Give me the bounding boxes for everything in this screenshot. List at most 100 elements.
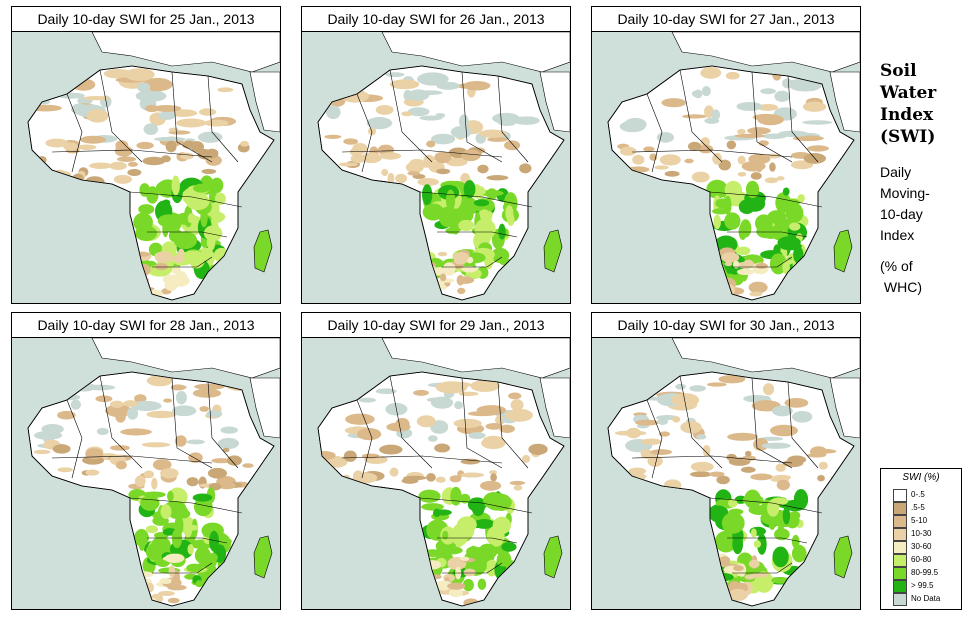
legend-label: 30-60 (911, 542, 932, 551)
swi-field (318, 372, 548, 606)
country-border (356, 93, 373, 173)
country-border (147, 231, 228, 238)
legend-swatch (893, 502, 907, 515)
coastline (607, 65, 855, 301)
legend-title: SWI (%) (902, 472, 940, 483)
country-border (419, 497, 533, 514)
country-border (787, 381, 819, 469)
title-line: (SWI) (880, 127, 936, 147)
country-border (147, 537, 228, 544)
swi-map (11, 31, 281, 304)
country-border (437, 231, 518, 238)
country-border (679, 69, 723, 163)
country-border (99, 69, 143, 163)
country-border (51, 149, 213, 158)
desc-line: 10-day (880, 206, 923, 222)
country-border (732, 256, 793, 268)
legend-label: 0-.5 (911, 490, 925, 499)
index-description: Soil Water Index (SWI) Daily Moving- 10-… (880, 60, 960, 298)
legend-swatch (893, 580, 907, 593)
legend-item: 30-60 (893, 541, 957, 554)
country-border (51, 455, 213, 464)
map-panel: Daily 10-day SWI for 29 Jan., 2013 (301, 312, 571, 610)
legend-item: No Data (893, 593, 957, 606)
neighbor-landmass (671, 338, 860, 379)
legend-swatch (893, 593, 907, 606)
country-border (171, 377, 213, 469)
swi-map (591, 31, 861, 304)
unit-line: WHC) (880, 279, 922, 295)
legend-label: > 99.5 (911, 581, 934, 590)
index-subtitle: Daily Moving- 10-day Index (880, 162, 960, 246)
map-panel: Daily 10-day SWI for 25 Jan., 2013 (11, 6, 281, 304)
swi-map (301, 337, 571, 610)
country-border (709, 191, 823, 208)
map-panel: Daily 10-day SWI for 30 Jan., 2013 (591, 312, 861, 610)
legend-item: 0-.5 (893, 489, 957, 502)
country-border (646, 399, 663, 479)
country-border (751, 71, 793, 163)
legend-item: > 99.5 (893, 580, 957, 593)
country-border (751, 377, 793, 469)
unit-line: (% of (880, 258, 913, 274)
legend-swatch (893, 489, 907, 502)
neighbor-landmass (539, 71, 570, 133)
madagascar (543, 535, 563, 579)
map-panel: Daily 10-day SWI for 26 Jan., 2013 (301, 6, 571, 304)
swi-map (301, 31, 571, 304)
title-line: Index (880, 105, 934, 125)
panel-title: Daily 10-day SWI for 29 Jan., 2013 (301, 312, 571, 338)
country-border (66, 399, 83, 479)
country-border (787, 75, 819, 163)
madagascar (543, 229, 563, 273)
panel-title: Daily 10-day SWI for 28 Jan., 2013 (11, 312, 281, 338)
madagascar (253, 229, 273, 273)
legend-label: 5-10 (911, 516, 928, 525)
country-border (442, 562, 503, 574)
swi-map (591, 337, 861, 610)
country-border (207, 381, 239, 469)
country-border (497, 75, 529, 163)
legend-swatch (893, 567, 907, 580)
country-border (727, 537, 808, 544)
country-border (419, 191, 533, 208)
swi-legend: SWI (%) 0-.5 .5-5 5-10 10-30 30-60 60-80 80-99… (880, 468, 962, 610)
legend-item: 10-30 (893, 528, 957, 541)
panel-title: Daily 10-day SWI for 25 Jan., 2013 (11, 6, 281, 32)
madagascar (833, 229, 853, 273)
country-border (152, 256, 213, 268)
legend-label: 10-30 (911, 529, 932, 538)
index-unit: (% of WHC) (880, 256, 960, 298)
legend-item: .5-5 (893, 502, 957, 515)
legend-label: 80-99.5 (911, 568, 939, 577)
country-border (732, 562, 793, 574)
coastline (317, 65, 565, 301)
title-line: Soil (880, 61, 917, 81)
country-border (207, 75, 239, 163)
legend-item: 80-99.5 (893, 567, 957, 580)
country-border (727, 231, 808, 238)
country-border (679, 375, 723, 469)
neighbor-landmass (249, 377, 280, 439)
neighbor-landmass (829, 71, 860, 133)
neighbor-landmass (91, 32, 280, 73)
desc-line: Daily (880, 164, 912, 180)
neighbor-landmass (381, 338, 570, 379)
legend-swatch (893, 515, 907, 528)
country-border (129, 191, 243, 208)
country-border (389, 69, 433, 163)
panel-title: Daily 10-day SWI for 30 Jan., 2013 (591, 312, 861, 338)
country-border (631, 455, 793, 464)
legend-label: No Data (911, 594, 941, 603)
country-border (389, 375, 433, 469)
country-border (152, 562, 213, 574)
legend-swatch (893, 528, 907, 541)
country-border (66, 93, 83, 173)
country-border (437, 537, 518, 544)
country-border (709, 497, 823, 514)
legend-swatch (893, 554, 907, 567)
swi-field (608, 375, 837, 604)
country-border (341, 455, 503, 464)
panel-title: Daily 10-day SWI for 27 Jan., 2013 (591, 6, 861, 32)
panel-title: Daily 10-day SWI for 26 Jan., 2013 (301, 6, 571, 32)
